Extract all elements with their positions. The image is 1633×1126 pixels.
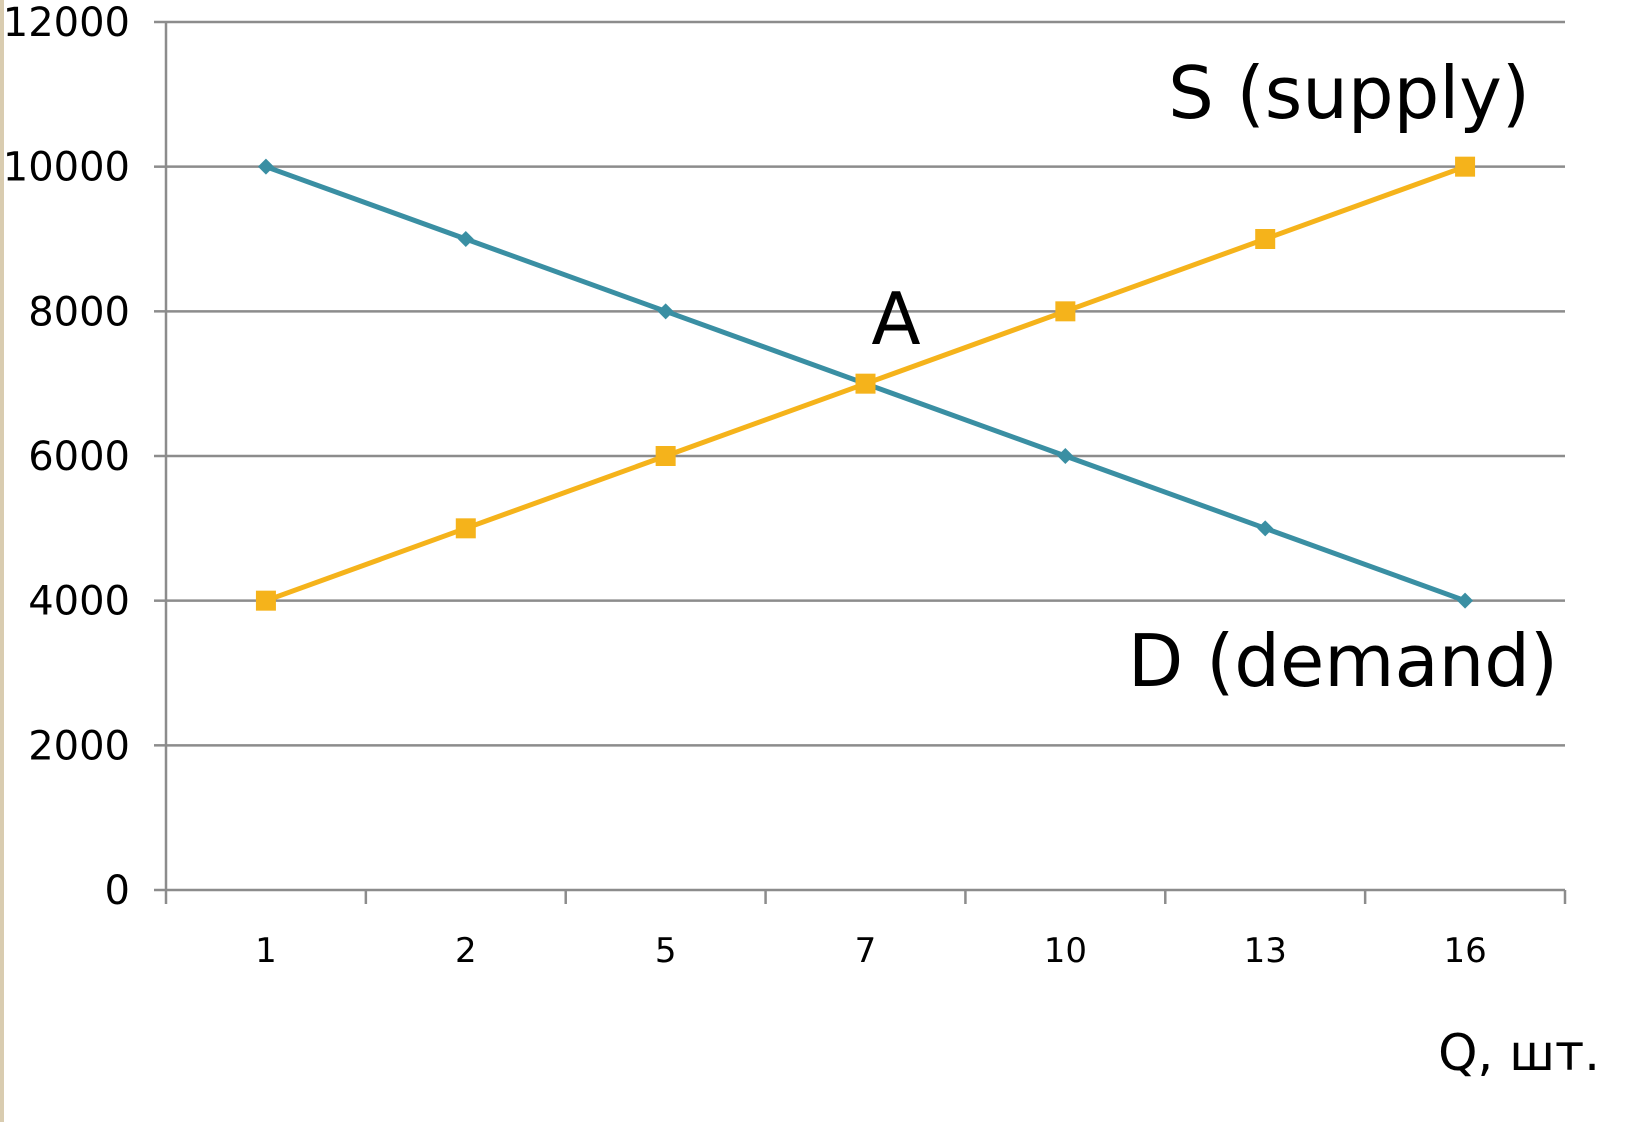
slide-left-border (0, 0, 4, 1122)
supply-point (255, 590, 276, 611)
y-tick-label: 10000 (3, 145, 130, 191)
x-tick-label: 5 (655, 931, 677, 971)
x-tick-label: 2 (455, 931, 477, 971)
y-tick-label: 0 (105, 868, 130, 914)
equilibrium-point-label: A (871, 277, 920, 361)
axes (154, 20, 1567, 904)
x-tick-labels: 1 2 5 7 10 13 16 (255, 931, 1487, 971)
y-tick-label: 8000 (28, 289, 130, 335)
supply-point (1255, 229, 1276, 249)
supply-point (855, 373, 876, 394)
x-tick-label: 10 (1044, 931, 1087, 971)
gridlines (166, 20, 1565, 747)
x-tick-label: 7 (855, 931, 877, 971)
demand-point (457, 231, 474, 247)
y-tick-labels: 0 2000 4000 6000 8000 10000 12000 (3, 0, 130, 914)
demand-point (1257, 520, 1274, 537)
x-tick-label: 1 (255, 931, 277, 971)
y-tick-label: 2000 (28, 723, 130, 769)
demand-label: D (demand) (1128, 619, 1558, 703)
series-group (255, 156, 1476, 611)
x-tick-label: 16 (1443, 931, 1486, 971)
supply-point (1455, 156, 1476, 177)
x-axis-title: Q, шт. (1438, 1024, 1600, 1082)
supply-label: S (supply) (1168, 51, 1530, 135)
x-tick-label: 13 (1244, 931, 1287, 971)
demand-point (657, 303, 674, 320)
y-tick-label: 12000 (3, 0, 130, 46)
supply-point (655, 446, 676, 466)
y-tick-label: 6000 (28, 434, 130, 480)
demand-point (257, 158, 274, 175)
supply-point (1055, 301, 1076, 322)
demand-point (1057, 448, 1074, 464)
demand-point (1457, 592, 1474, 609)
y-tick-label: 4000 (28, 579, 130, 625)
supply-point (455, 518, 476, 539)
